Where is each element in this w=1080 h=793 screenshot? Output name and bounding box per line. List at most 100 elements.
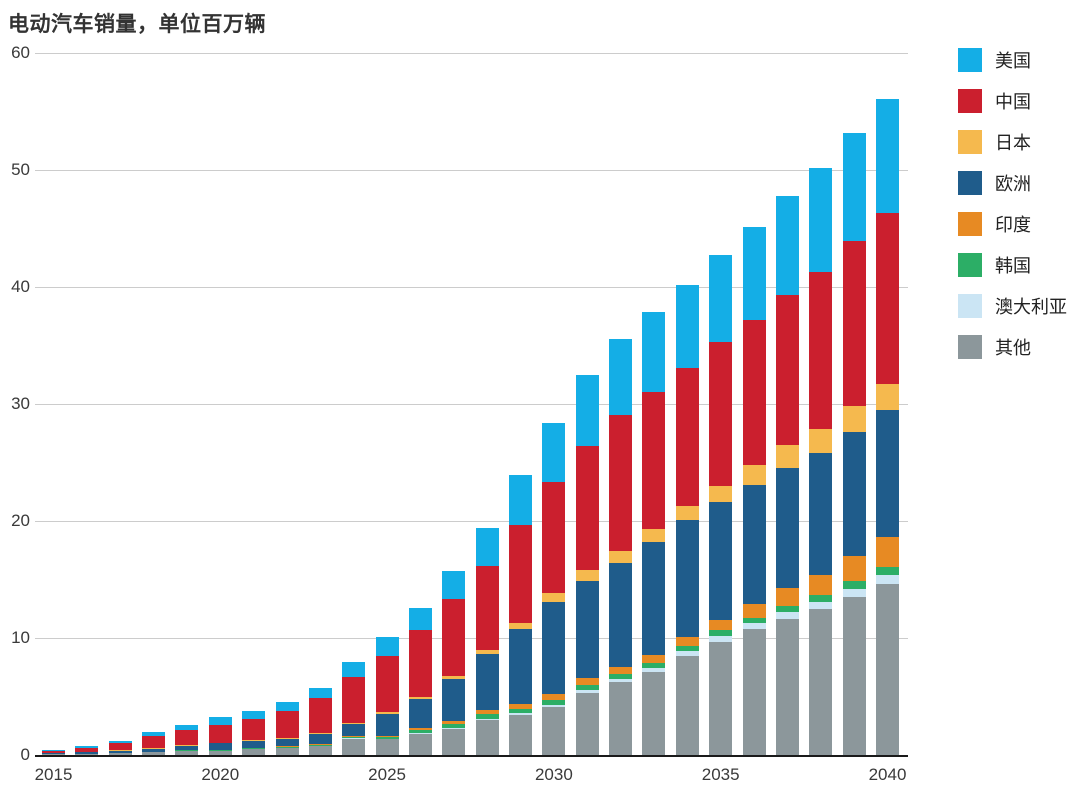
bar-segment-india: [308, 744, 332, 745]
bar-segment-australia: [542, 704, 566, 708]
gridline-50: [35, 170, 908, 171]
bar-segment-usa: [408, 608, 432, 631]
bar-segment-china: [775, 295, 799, 445]
bar-segment-other: [242, 749, 266, 755]
bar-segment-india: [809, 574, 833, 595]
bar-segment-japan: [876, 383, 899, 411]
bar-segment-usa: [442, 570, 466, 600]
x-axis-tick-label: 2030: [534, 765, 573, 784]
bar-2029: [509, 474, 533, 755]
legend-label-usa: 美国: [995, 51, 1031, 71]
bar-segment-europe: [775, 467, 799, 589]
bar-segment-japan: [142, 748, 166, 749]
bar-segment-other: [509, 715, 533, 755]
bar-segment-australia: [675, 650, 699, 656]
bar-segment-south-korea: [809, 594, 833, 602]
x-axis-tick-label: 2015: [34, 765, 73, 784]
bar-2036: [742, 227, 766, 755]
bar-2022: [275, 702, 299, 755]
bar-segment-china: [509, 524, 533, 624]
bar-segment-japan: [175, 745, 199, 746]
bar-segment-usa: [675, 284, 699, 368]
bar-segment-japan: [742, 464, 766, 485]
bar-segment-other: [42, 754, 65, 755]
bar-2023: [308, 687, 332, 755]
bar-segment-europe: [42, 753, 65, 755]
bar-segment-india: [675, 636, 699, 646]
bar-segment-japan: [642, 529, 666, 542]
bar-segment-usa: [242, 710, 266, 719]
bar-2017: [108, 741, 132, 755]
bar-segment-china: [275, 710, 299, 738]
bar-segment-europe: [542, 602, 566, 694]
legend-item-europe: 欧洲: [958, 171, 1067, 195]
bar-segment-usa: [842, 132, 866, 242]
legend-item-china: 中国: [958, 89, 1067, 113]
bar-segment-china: [408, 630, 432, 698]
bar-segment-europe: [142, 748, 166, 752]
bar-segment-europe: [375, 713, 399, 736]
bar-segment-china: [142, 735, 166, 749]
bar-segment-australia: [442, 728, 466, 730]
legend-label-south-korea: 韩国: [995, 256, 1031, 276]
bar-segment-south-korea: [408, 730, 432, 734]
bar-segment-usa: [308, 687, 332, 698]
bar-segment-australia: [642, 667, 666, 672]
bar-segment-japan: [308, 732, 332, 734]
bar-segment-japan: [208, 742, 232, 744]
bar-segment-south-korea: [642, 662, 666, 668]
bar-2019: [175, 725, 199, 755]
bar-segment-australia: [842, 588, 866, 598]
bar-segment-australia: [742, 623, 766, 630]
gridline-40: [35, 287, 908, 288]
bar-segment-other: [575, 693, 599, 755]
bar-segment-europe: [509, 629, 533, 704]
bar-segment-europe: [442, 679, 466, 722]
legend-swatch-australia: [958, 294, 982, 318]
bar-segment-japan: [442, 676, 466, 680]
bar-segment-south-korea: [709, 630, 733, 637]
bar-segment-australia: [709, 636, 733, 642]
bar-segment-south-korea: [675, 645, 699, 651]
bar-segment-usa: [208, 716, 232, 726]
y-axis-tick-label: 50: [11, 160, 30, 179]
bar-segment-south-korea: [509, 708, 533, 714]
y-axis-tick-label: 30: [11, 394, 30, 413]
bar-segment-india: [442, 721, 466, 725]
bar-segment-australia: [775, 612, 799, 619]
bar-segment-usa: [542, 423, 566, 482]
bar-segment-japan: [575, 570, 599, 581]
legend-item-south-korea: 韩国: [958, 253, 1067, 277]
legend-label-australia: 澳大利亚: [995, 297, 1067, 317]
legend-item-japan: 日本: [958, 130, 1067, 154]
bar-2033: [642, 311, 666, 755]
gridline-60: [35, 53, 908, 54]
bar-segment-australia: [408, 733, 432, 734]
bar-segment-usa: [75, 746, 99, 748]
plot-area: [35, 53, 908, 755]
bar-segment-europe: [275, 738, 299, 747]
bar-segment-usa: [775, 195, 799, 296]
bar-segment-europe: [175, 745, 199, 750]
bar-2020: [208, 716, 232, 755]
bar-segment-india: [475, 709, 499, 714]
bar-segment-japan: [509, 623, 533, 630]
gridline-10: [35, 638, 908, 639]
bar-segment-india: [842, 556, 866, 581]
bar-2024: [342, 661, 366, 755]
y-axis-tick-label: 40: [11, 277, 30, 296]
gridline-20: [35, 521, 908, 522]
chart-title: 电动汽车销量，单位百万辆: [8, 13, 266, 36]
bar-segment-europe: [742, 484, 766, 604]
bar-segment-china: [75, 747, 99, 753]
x-axis-tick-label: 2040: [868, 765, 907, 784]
bar-segment-usa: [742, 227, 766, 320]
legend-label-india: 印度: [995, 215, 1031, 235]
x-axis-line: [35, 755, 908, 757]
bar-segment-usa: [108, 741, 132, 744]
bar-segment-japan: [275, 737, 299, 739]
bar-segment-other: [208, 750, 232, 755]
bar-segment-usa: [475, 527, 499, 566]
bar-segment-europe: [609, 562, 633, 667]
